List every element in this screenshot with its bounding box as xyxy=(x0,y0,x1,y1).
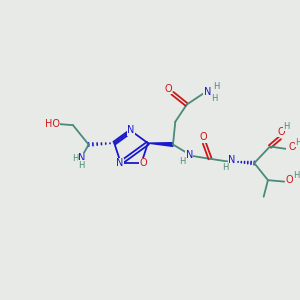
Text: O: O xyxy=(286,175,293,185)
Polygon shape xyxy=(148,143,173,146)
Text: HO: HO xyxy=(45,119,60,129)
Text: H: H xyxy=(72,154,79,163)
Text: N: N xyxy=(116,158,124,168)
Text: N: N xyxy=(128,125,135,135)
Text: N: N xyxy=(228,155,236,165)
Text: H: H xyxy=(79,160,85,169)
Text: H: H xyxy=(211,94,218,103)
Text: O: O xyxy=(278,127,285,137)
Text: O: O xyxy=(139,158,147,168)
Text: N: N xyxy=(204,86,211,97)
Text: O: O xyxy=(288,142,296,152)
Text: H: H xyxy=(293,171,300,180)
Text: O: O xyxy=(200,132,208,142)
Text: H: H xyxy=(179,157,186,166)
Text: N: N xyxy=(78,153,85,163)
Text: H: H xyxy=(283,122,290,130)
Text: O: O xyxy=(164,84,172,94)
Text: H: H xyxy=(213,82,219,91)
Text: H: H xyxy=(295,138,300,147)
Text: N: N xyxy=(186,149,193,160)
Text: H: H xyxy=(223,163,229,172)
